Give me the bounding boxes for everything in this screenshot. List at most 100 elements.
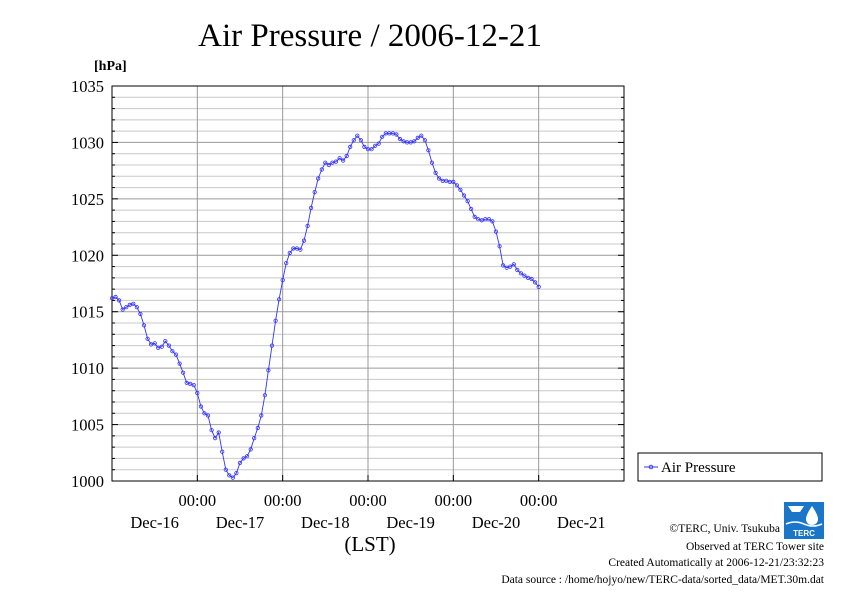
data-point <box>532 280 538 285</box>
data-point <box>191 382 196 388</box>
data-point <box>333 159 339 164</box>
data-point <box>117 298 122 303</box>
y-tick-label: 1035 <box>71 77 104 96</box>
data-point <box>262 393 267 398</box>
data-point <box>312 190 317 195</box>
x-tick-day-label: Dec-16 <box>130 513 179 532</box>
data-point <box>369 147 374 152</box>
footer-created: Created Automatically at 2006-12-21/23:3… <box>608 557 824 569</box>
data-point <box>159 344 164 349</box>
data-point <box>536 284 541 289</box>
data-point <box>188 381 193 386</box>
data-point <box>458 187 463 192</box>
data-point <box>504 265 509 270</box>
data-point <box>184 380 189 385</box>
data-point <box>472 214 477 219</box>
data-point <box>273 318 278 323</box>
data-point <box>401 139 406 144</box>
data-point <box>497 244 502 249</box>
data-point <box>429 160 435 165</box>
data-point <box>269 343 275 348</box>
data-point <box>397 136 403 142</box>
data-point <box>209 428 214 433</box>
data-point <box>127 302 132 307</box>
data-point <box>202 411 207 416</box>
data-point <box>529 276 534 282</box>
data-point <box>163 338 168 344</box>
y-tick-label: 1030 <box>71 133 104 152</box>
series-layer <box>109 131 541 480</box>
data-point <box>394 132 399 137</box>
data-point <box>237 460 243 465</box>
footer-source: Data source : /home/hojyo/new/TERC-data/… <box>501 574 824 586</box>
data-point <box>337 156 342 161</box>
data-point <box>323 160 328 165</box>
data-point <box>280 277 285 283</box>
data-point <box>149 342 154 347</box>
data-point <box>109 296 115 301</box>
data-point <box>305 223 310 228</box>
data-point <box>515 267 520 273</box>
data-point <box>358 138 363 143</box>
y-tick-label: 1000 <box>71 472 104 491</box>
data-point <box>348 144 353 149</box>
data-point <box>276 297 282 302</box>
y-tick-label: 1005 <box>71 416 104 435</box>
data-point <box>468 206 474 212</box>
legend-label: Air Pressure <box>661 460 736 476</box>
data-point <box>141 323 147 328</box>
data-point <box>131 301 136 306</box>
data-point <box>486 217 491 222</box>
x-tick-time-label: 00:00 <box>349 491 387 510</box>
y-tick-label: 1015 <box>71 303 104 322</box>
data-point <box>177 361 182 366</box>
logo-shape <box>788 506 804 512</box>
data-point <box>266 368 271 373</box>
x-tick-time-label: 00:00 <box>435 491 473 510</box>
data-point <box>124 305 129 310</box>
data-point <box>372 143 378 148</box>
x-tick-day-label: Dec-17 <box>216 513 265 532</box>
data-point <box>380 134 385 139</box>
data-point <box>113 294 118 300</box>
data-point <box>461 193 467 198</box>
data-point <box>227 473 232 478</box>
data-point <box>422 138 427 143</box>
data-point <box>259 413 264 418</box>
data-point <box>525 275 531 280</box>
data-point <box>156 345 161 350</box>
data-point <box>454 183 459 188</box>
legend: Air Pressure <box>637 452 823 482</box>
data-point <box>301 238 307 243</box>
footer-copyright: ©TERC, Univ. Tsukuba <box>670 523 780 535</box>
data-point <box>319 167 324 172</box>
data-point <box>195 390 200 396</box>
data-point <box>216 430 221 435</box>
data-point <box>198 404 203 409</box>
data-point <box>234 470 239 476</box>
data-point <box>444 178 449 183</box>
grid <box>112 85 624 482</box>
y-ticks: 1000 1005 1010 1015 1020 1025 1030 1035 <box>71 77 624 491</box>
data-point <box>476 217 481 222</box>
data-point <box>248 447 253 452</box>
x-tick-time-label: 00:00 <box>520 491 558 510</box>
legend-marker <box>648 464 654 470</box>
data-point <box>120 307 125 312</box>
data-point <box>308 205 314 210</box>
data-point <box>294 246 299 251</box>
data-point <box>419 133 424 138</box>
data-point <box>223 467 228 472</box>
data-point <box>433 170 438 175</box>
logo-text: TERC <box>793 529 815 538</box>
data-point <box>500 263 506 268</box>
data-point <box>376 141 381 146</box>
legend-box <box>637 452 823 482</box>
data-point <box>326 162 331 168</box>
data-point <box>508 264 513 269</box>
y-tick-label: 1010 <box>71 359 104 378</box>
data-point <box>173 352 179 357</box>
data-point <box>330 160 335 165</box>
